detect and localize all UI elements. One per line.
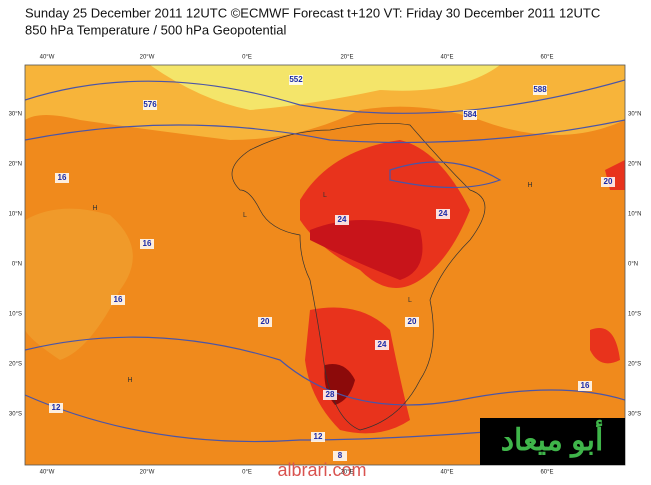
lat-label: 20°S <box>628 362 641 368</box>
contour-label: 16 <box>58 173 67 182</box>
lon-label: 0°E <box>242 470 252 476</box>
lat-label: 30°N <box>9 112 22 118</box>
lat-label: 10°N <box>9 212 22 218</box>
lat-label: 0°N <box>12 262 22 268</box>
contour-label: 576 <box>143 100 157 109</box>
field <box>25 65 625 465</box>
contour-label: 16 <box>114 295 123 304</box>
watermark-arabic: أبو ميعاد <box>501 419 604 458</box>
contour-label: 20 <box>261 317 270 326</box>
contour-label-bg <box>258 317 272 327</box>
contour-label-bg <box>55 173 69 183</box>
pressure-marker: H <box>92 205 97 212</box>
pressure-marker: H <box>127 377 132 384</box>
contour-label-bg <box>533 85 547 95</box>
lon-label: 20°W <box>140 55 155 61</box>
lat-label: 10°N <box>628 212 641 218</box>
pressure-marker: L <box>323 192 327 199</box>
contour-label: 16 <box>581 381 590 390</box>
contour-label-bg <box>436 209 450 219</box>
lat-label: 0°N <box>628 262 638 268</box>
lon-label: 20°E <box>340 55 353 61</box>
lon-label: 20°W <box>140 470 155 476</box>
watermark-box <box>480 418 625 465</box>
contour-label: 20 <box>408 317 417 326</box>
contour-label-bg <box>49 403 63 413</box>
lat-label: 20°N <box>628 162 641 168</box>
lat-label: 30°S <box>9 412 22 418</box>
contour-label: 24 <box>439 209 448 218</box>
lon-label: 60°E <box>540 470 553 476</box>
lat-label: 30°N <box>628 112 641 118</box>
lon-label: 0°E <box>242 55 252 61</box>
contour-label: 12 <box>314 432 323 441</box>
contour-label: 28 <box>326 390 335 399</box>
pressure-marker: H <box>527 182 532 189</box>
contour-label: 24 <box>338 215 347 224</box>
contour-label: 588 <box>533 85 547 94</box>
contour-label-bg <box>335 215 349 225</box>
lon-label: 40°W <box>40 55 55 61</box>
title-line1: Sunday 25 December 2011 12UTC ©ECMWF For… <box>25 5 600 20</box>
lon-label: 20°E <box>340 470 353 476</box>
contour-label-bg <box>289 75 303 85</box>
contour-label-bg <box>111 295 125 305</box>
contour-label-bg <box>143 100 157 110</box>
contour-label-bg <box>140 239 154 249</box>
contour-label-bg <box>578 381 592 391</box>
lon-label: 40°E <box>440 55 453 61</box>
contour-label-bg <box>601 177 615 187</box>
lon-label: 40°W <box>40 470 55 476</box>
contour-label-bg <box>375 340 389 350</box>
lon-label: 40°E <box>440 470 453 476</box>
contour-label: 16 <box>143 239 152 248</box>
lat-label: 20°S <box>9 362 22 368</box>
contour-label: 20 <box>604 177 613 186</box>
contour-label: 12 <box>52 403 61 412</box>
contour-label: 8 <box>338 451 343 460</box>
lat-label: 30°S <box>628 412 641 418</box>
contour-label: 584 <box>463 110 477 119</box>
lon-label: 60°E <box>540 55 553 61</box>
watermark-site: albrari.com <box>277 460 366 480</box>
lat-label: 10°S <box>628 312 641 318</box>
title-line2: 850 hPa Temperature / 500 hPa Geopotenti… <box>25 22 287 37</box>
contour-label-bg <box>333 451 347 461</box>
contour-label-bg <box>405 317 419 327</box>
pressure-marker: L <box>408 297 412 304</box>
contour-label: 552 <box>289 75 303 84</box>
contour-label-bg <box>463 110 477 120</box>
contour-label: 24 <box>378 340 387 349</box>
map-frame <box>24 64 626 466</box>
pressure-marker: L <box>243 212 247 219</box>
contour-label-bg <box>311 432 325 442</box>
lat-label: 20°N <box>9 162 22 168</box>
contour-label-bg <box>323 390 337 400</box>
lat-label: 10°S <box>9 312 22 318</box>
